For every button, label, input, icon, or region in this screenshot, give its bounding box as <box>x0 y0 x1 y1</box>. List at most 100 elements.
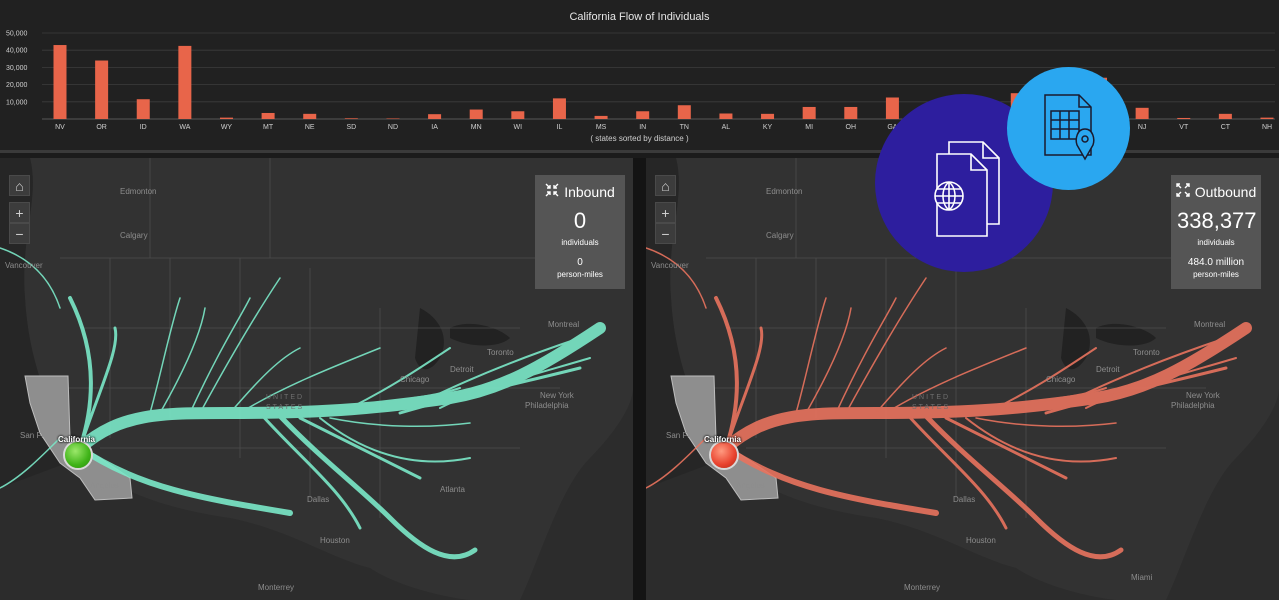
x-tick-label: TN <box>680 124 689 131</box>
map-label-houston: Houston <box>966 536 996 545</box>
chart-bar[interactable] <box>1260 117 1274 119</box>
chart-bar[interactable] <box>344 118 358 119</box>
map-label-new-york: New York <box>540 391 574 400</box>
chart-bar[interactable] <box>1135 107 1149 119</box>
table-location-icon-badge <box>1007 67 1130 190</box>
map-label-united: UNITED <box>912 394 951 401</box>
map-label-philadelphia: Philadelphia <box>525 401 569 410</box>
map-label-edmonton: Edmonton <box>120 187 157 196</box>
zoom-out-button[interactable]: − <box>9 223 30 244</box>
y-tick-label: 50,000 <box>6 31 28 38</box>
individuals-count: 338,377 <box>1177 208 1257 233</box>
individuals-count: 0 <box>573 208 587 233</box>
map-label-states: STATES <box>912 404 951 411</box>
bar-chart: 50,000 40,000 30,000 20,000 10,000 NV OR ID WA W… <box>6 31 1275 131</box>
x-tick-label: MS <box>596 124 607 131</box>
chart-bar[interactable] <box>802 106 816 119</box>
map-label-calgary: Calgary <box>120 231 148 240</box>
chart-bar[interactable] <box>594 115 608 119</box>
chart-bar[interactable] <box>885 97 899 120</box>
chart-bar[interactable] <box>53 45 67 119</box>
y-tick-label: 10,000 <box>6 99 28 106</box>
zoom-out-button[interactable]: − <box>655 223 676 244</box>
chart-bar[interactable] <box>386 118 400 119</box>
x-tick-label: WI <box>514 124 523 131</box>
chart-bar[interactable] <box>178 45 192 119</box>
x-tick-label: AL <box>722 124 731 131</box>
chart-bar[interactable] <box>1177 117 1191 119</box>
chart-bar[interactable] <box>428 114 442 119</box>
x-tick-label: MN <box>471 124 482 131</box>
x-tick-label: ND <box>388 124 398 131</box>
basemap <box>0 158 633 600</box>
map-label-san-francisco: San Fr <box>20 431 45 440</box>
y-tick-label: 20,000 <box>6 82 28 89</box>
map-label-toronto: Toronto <box>1133 348 1160 357</box>
individuals-unit: individuals <box>561 238 599 247</box>
chart-bar[interactable] <box>677 105 691 119</box>
california-origin-marker[interactable] <box>63 440 93 470</box>
chart-x-axis-label: ( states sorted by distance ) <box>590 134 689 143</box>
direction-label: Outbound <box>1194 183 1257 200</box>
chart-title: California Flow of Individuals <box>569 11 710 23</box>
x-tick-label: ID <box>140 124 147 131</box>
chart-bar[interactable] <box>136 99 150 119</box>
chart-bar[interactable] <box>1218 113 1232 119</box>
x-tick-label: NJ <box>1138 124 1147 131</box>
zoom-in-button[interactable]: + <box>9 202 30 223</box>
map-label-houston: Houston <box>320 536 350 545</box>
chart-bar[interactable] <box>844 106 858 119</box>
basemap <box>646 158 1279 600</box>
california-origin-marker[interactable] <box>709 440 739 470</box>
map-label-san-francisco: San Fr <box>666 431 691 440</box>
map-label-vancouver: Vancouver <box>651 261 689 270</box>
map-divider <box>633 158 646 600</box>
california-label: California <box>704 435 741 444</box>
x-tick-label: OH <box>846 124 857 131</box>
person-miles-value: 484.0 million <box>1187 257 1245 268</box>
x-tick-label: IA <box>431 124 438 131</box>
map-label-calgary: Calgary <box>766 231 794 240</box>
map-label-dallas: Dallas <box>307 495 330 504</box>
x-tick-label: GA <box>887 124 897 131</box>
chart-bar[interactable] <box>469 109 483 119</box>
inbound-stats-panel: Inbound 0 individuals 0 person-miles <box>535 175 625 289</box>
outbound-map[interactable]: Edmonton Calgary Vancouver Montreal Toro… <box>646 158 1279 600</box>
home-button[interactable]: ⌂ <box>9 175 30 196</box>
map-label-montreal: Montreal <box>1194 320 1226 329</box>
chart-bar[interactable] <box>95 60 109 119</box>
chart-bar[interactable] <box>719 113 733 119</box>
direction-label: Inbound <box>564 183 615 200</box>
table-location-icon <box>1044 94 1095 161</box>
x-tick-label: SD <box>346 124 356 131</box>
person-miles-value: 0 <box>577 257 583 268</box>
inbound-map[interactable]: Edmonton Calgary Vancouver Montreal Toro… <box>0 158 633 600</box>
x-tick-label: IN <box>639 124 646 131</box>
x-tick-label: IL <box>557 124 563 131</box>
chart-bar[interactable] <box>261 112 275 119</box>
individuals-unit: individuals <box>1197 238 1235 247</box>
chart-bar[interactable] <box>219 117 233 119</box>
map-document-icon <box>934 141 1000 237</box>
map-label-detroit: Detroit <box>450 365 474 374</box>
chart-bar[interactable] <box>761 113 775 119</box>
chart-bar[interactable] <box>303 113 317 119</box>
map-label-montreal: Montreal <box>548 320 580 329</box>
chart-bar[interactable] <box>636 111 650 119</box>
y-tick-label: 30,000 <box>6 65 28 72</box>
map-label-vancouver: Vancouver <box>5 261 43 270</box>
map-label-monterrey: Monterrey <box>904 583 941 592</box>
y-tick-label: 40,000 <box>6 48 28 55</box>
map-label-detroit: Detroit <box>1096 365 1120 374</box>
map-label-chicago: Chicago <box>400 375 430 384</box>
x-tick-label: KY <box>763 124 773 131</box>
home-button[interactable]: ⌂ <box>655 175 676 196</box>
map-label-united: UNITED <box>266 394 305 401</box>
zoom-in-button[interactable]: + <box>655 202 676 223</box>
california-label: California <box>58 435 95 444</box>
person-miles-unit: person-miles <box>557 270 603 279</box>
map-label-dallas: Dallas <box>953 495 976 504</box>
chart-bar[interactable] <box>511 111 525 119</box>
chart-bar[interactable] <box>552 98 566 119</box>
